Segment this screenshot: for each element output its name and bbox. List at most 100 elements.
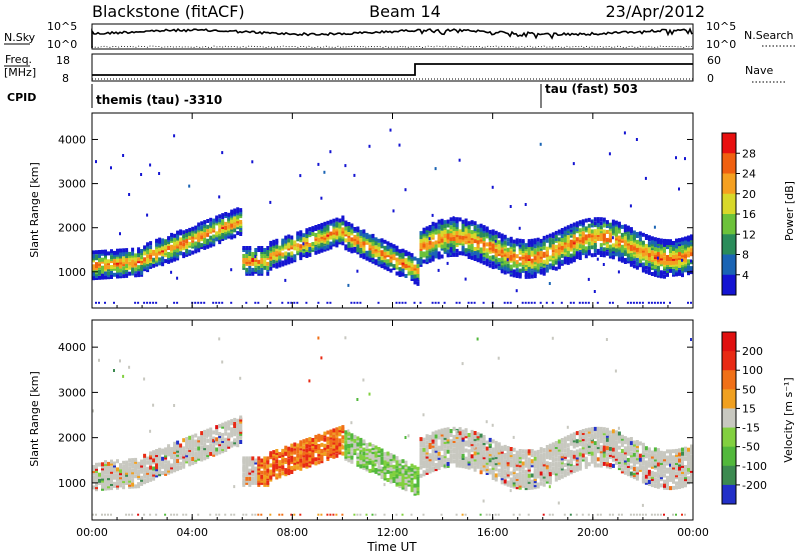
range-cell	[623, 436, 627, 441]
range-cell	[512, 261, 516, 266]
range-cell	[413, 483, 417, 488]
range-cell	[536, 474, 540, 479]
range-cell	[629, 465, 633, 470]
range-cell	[590, 457, 594, 462]
noise-cell	[170, 270, 173, 274]
range-cell	[443, 427, 447, 432]
ground-cell	[293, 513, 296, 516]
range-cell	[194, 225, 198, 230]
range-cell	[272, 259, 276, 264]
range-cell	[122, 464, 126, 469]
range-cell	[122, 274, 126, 279]
range-cell	[209, 235, 213, 240]
noise-cell	[684, 157, 686, 161]
range-cell	[446, 249, 450, 254]
range-cell	[599, 435, 603, 440]
range-cell	[599, 251, 603, 255]
range-cell	[494, 258, 498, 263]
ground-cell	[269, 301, 272, 304]
range-cell	[308, 447, 312, 452]
range-cell	[356, 442, 360, 447]
range-cell	[503, 266, 507, 271]
range-cell	[563, 226, 567, 231]
range-cell	[242, 474, 246, 479]
range-cell	[443, 462, 447, 467]
range-cell	[233, 417, 237, 422]
y-tick-label: 2000	[58, 222, 86, 235]
range-cell	[365, 455, 369, 460]
range-cell	[242, 254, 246, 258]
range-cell	[161, 246, 165, 251]
range-cell	[107, 466, 110, 470]
range-cell	[287, 446, 291, 451]
range-cell	[263, 470, 267, 475]
range-cell	[98, 250, 101, 254]
range-cell	[329, 219, 333, 224]
range-cell	[542, 259, 546, 264]
range-cell	[164, 455, 168, 460]
noise-cell	[605, 338, 608, 341]
range-cell	[329, 435, 333, 440]
range-cell	[380, 238, 384, 243]
range-cell	[116, 266, 119, 271]
range-cell	[194, 433, 198, 438]
range-cell	[398, 459, 402, 464]
range-cell	[428, 457, 432, 462]
range-cell	[206, 219, 210, 223]
freq-tick-top: 18	[56, 54, 70, 67]
range-cell	[155, 252, 159, 257]
range-cell	[236, 231, 240, 236]
range-cell	[533, 477, 537, 482]
range-cell	[161, 460, 165, 465]
range-cell	[233, 228, 237, 233]
range-cell	[545, 234, 549, 239]
range-cell	[632, 467, 636, 471]
range-cell	[377, 246, 381, 251]
range-cell	[437, 435, 441, 440]
range-cell	[101, 480, 104, 485]
range-cell	[485, 446, 489, 451]
noise-cell	[404, 436, 407, 439]
range-cell	[197, 450, 201, 455]
range-cell	[206, 451, 210, 456]
noise-cell	[539, 142, 542, 146]
range-cell	[296, 231, 300, 236]
ground-cell	[218, 513, 221, 516]
range-cell	[305, 440, 309, 445]
range-cell	[290, 257, 294, 262]
range-cell	[296, 465, 300, 470]
noise-cell	[476, 337, 479, 341]
range-cell	[275, 262, 279, 267]
range-cell	[669, 247, 672, 252]
range-cell	[101, 486, 104, 491]
range-cell	[506, 446, 510, 450]
range-cell	[663, 469, 666, 474]
range-cell	[581, 437, 585, 442]
range-cell	[281, 471, 285, 476]
range-cell	[482, 242, 486, 247]
range-cell	[647, 453, 651, 458]
range-cell	[515, 238, 519, 243]
range-cell	[575, 431, 579, 436]
range-cell	[575, 463, 579, 468]
range-cell	[179, 447, 183, 452]
range-cell	[638, 453, 642, 458]
range-cell	[239, 417, 243, 422]
nsearch-tick-bottom: 10^0	[706, 38, 736, 51]
range-cell	[257, 474, 261, 479]
range-cell	[629, 445, 633, 450]
noise-cell	[458, 158, 461, 162]
range-cell	[599, 445, 603, 450]
range-cell	[101, 474, 104, 479]
range-cell	[593, 445, 597, 450]
range-cell	[473, 457, 477, 462]
range-cell	[251, 252, 255, 256]
range-cell	[666, 239, 669, 244]
range-cell	[164, 463, 168, 468]
ground-cell	[578, 301, 581, 304]
range-cell	[569, 433, 573, 438]
range-cell	[299, 460, 303, 465]
ground-cell	[443, 301, 446, 304]
range-cell	[278, 468, 282, 473]
range-cell	[410, 480, 414, 484]
